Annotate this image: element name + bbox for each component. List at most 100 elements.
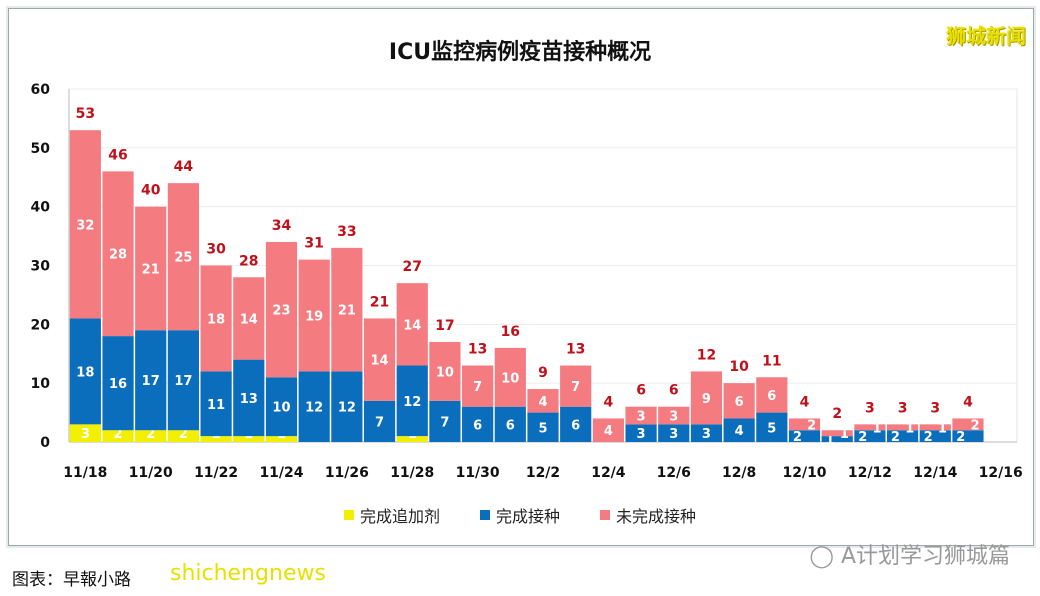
bar-segment <box>527 389 559 413</box>
total-label: 28 <box>239 253 258 269</box>
y-tick-label: 30 <box>31 259 51 275</box>
bar-segment <box>69 318 101 425</box>
bar-segment <box>298 259 330 372</box>
segment-label: 4 <box>735 424 744 439</box>
total-label: 46 <box>108 147 127 163</box>
bar-segment <box>527 412 559 442</box>
segment-label: 18 <box>76 365 94 380</box>
y-tick-label: 60 <box>31 82 51 98</box>
bar-segment <box>821 436 853 442</box>
bar-segment <box>952 418 984 431</box>
bar-segment <box>592 418 624 442</box>
segment-label: 5 <box>767 421 776 436</box>
bar-segment <box>200 265 232 372</box>
segment-label: 14 <box>240 312 258 327</box>
segment-label: 14 <box>403 318 421 333</box>
y-tick-label: 50 <box>31 141 51 157</box>
segment-label: 3 <box>637 427 646 442</box>
segment-label: 13 <box>240 392 258 407</box>
segment-label: 25 <box>174 251 192 266</box>
segment-label: 1 <box>938 421 947 436</box>
bar-segment <box>788 418 821 431</box>
caption: 图表：早報小路 <box>12 570 131 590</box>
bar-segment <box>69 424 101 442</box>
total-label: 40 <box>141 183 161 199</box>
bar-segment <box>265 436 298 442</box>
total-label: 4 <box>963 394 973 410</box>
x-tick-label: 11/26 <box>325 465 369 481</box>
segment-label: 21 <box>142 262 160 277</box>
bar-segment <box>102 336 134 431</box>
segment-label: 17 <box>174 374 192 389</box>
bar-segment <box>363 318 396 401</box>
segment-label: 21 <box>338 304 356 319</box>
wechat-icon: ◯ <box>809 544 834 569</box>
segment-label: 6 <box>767 389 776 404</box>
segment-label: 32 <box>76 218 94 233</box>
segment-label: 2 <box>179 427 188 442</box>
bar-segment <box>462 406 494 442</box>
x-tick-label: 11/18 <box>63 465 107 481</box>
total-label: 33 <box>337 224 356 240</box>
bar-segment <box>429 341 461 401</box>
segment-label: 1 <box>826 433 835 448</box>
bar-segment <box>723 383 755 419</box>
segment-label: 3 <box>81 427 90 442</box>
legend-item: 完成追加剂 <box>343 503 440 527</box>
segment-label: 3 <box>669 427 678 442</box>
segment-label: 19 <box>305 310 323 325</box>
bar-segment <box>265 241 298 378</box>
bar-segment <box>952 430 984 442</box>
legend-swatch <box>343 510 354 520</box>
segment-label: 2 <box>858 430 867 445</box>
segment-label: 7 <box>473 380 482 395</box>
bar-segment <box>102 430 134 442</box>
legend-swatch <box>600 510 610 520</box>
segment-label: 7 <box>375 415 384 430</box>
segment-label: 12 <box>305 401 323 416</box>
legend-label: 完成追加剂 <box>359 507 440 526</box>
bar-segment <box>135 206 167 331</box>
segment-label: 5 <box>538 421 547 436</box>
segment-label: 17 <box>142 374 160 389</box>
total-label: 2 <box>832 406 842 422</box>
total-label: 27 <box>402 259 421 275</box>
bar-segment <box>886 424 919 431</box>
bar-segment <box>625 406 657 425</box>
bar-segment <box>200 371 232 437</box>
legend-label: 未完成接种 <box>616 507 697 526</box>
segment-label: 9 <box>702 392 711 407</box>
x-tick-label: 11/30 <box>456 465 500 481</box>
total-label: 44 <box>174 159 194 175</box>
segment-label: 10 <box>501 371 519 386</box>
segment-label: 16 <box>109 377 127 392</box>
y-tick-label: 40 <box>31 200 51 216</box>
bar-segment <box>919 424 951 431</box>
segment-label: 28 <box>109 248 127 263</box>
segment-label: 2 <box>924 430 933 445</box>
legend-label: 完成接种 <box>495 507 560 526</box>
bar-segment <box>135 430 167 442</box>
total-label: 3 <box>865 400 875 416</box>
segment-label: 2 <box>793 430 802 445</box>
bar-segment <box>167 430 200 442</box>
bar-segment <box>233 436 265 442</box>
total-label: 30 <box>206 242 226 258</box>
total-label: 3 <box>930 400 940 416</box>
wechat-source-label: A计划学习狮城篇 <box>840 544 1010 569</box>
segment-label: 1 <box>873 421 882 436</box>
segment-label: 7 <box>571 380 580 395</box>
segment-label: 10 <box>436 365 454 380</box>
segment-label: 7 <box>440 415 449 430</box>
bar-segment <box>102 171 134 337</box>
legend-item: 完成接种 <box>479 503 560 527</box>
bar-segment <box>756 377 788 413</box>
bar-segment <box>396 283 428 366</box>
bar-segment <box>200 436 232 442</box>
x-tick-label: 11/20 <box>129 465 173 481</box>
x-tick-label: 11/24 <box>259 465 303 481</box>
bar-segment <box>69 130 101 319</box>
total-label: 4 <box>800 394 810 410</box>
x-tick-label: 12/10 <box>782 465 826 481</box>
